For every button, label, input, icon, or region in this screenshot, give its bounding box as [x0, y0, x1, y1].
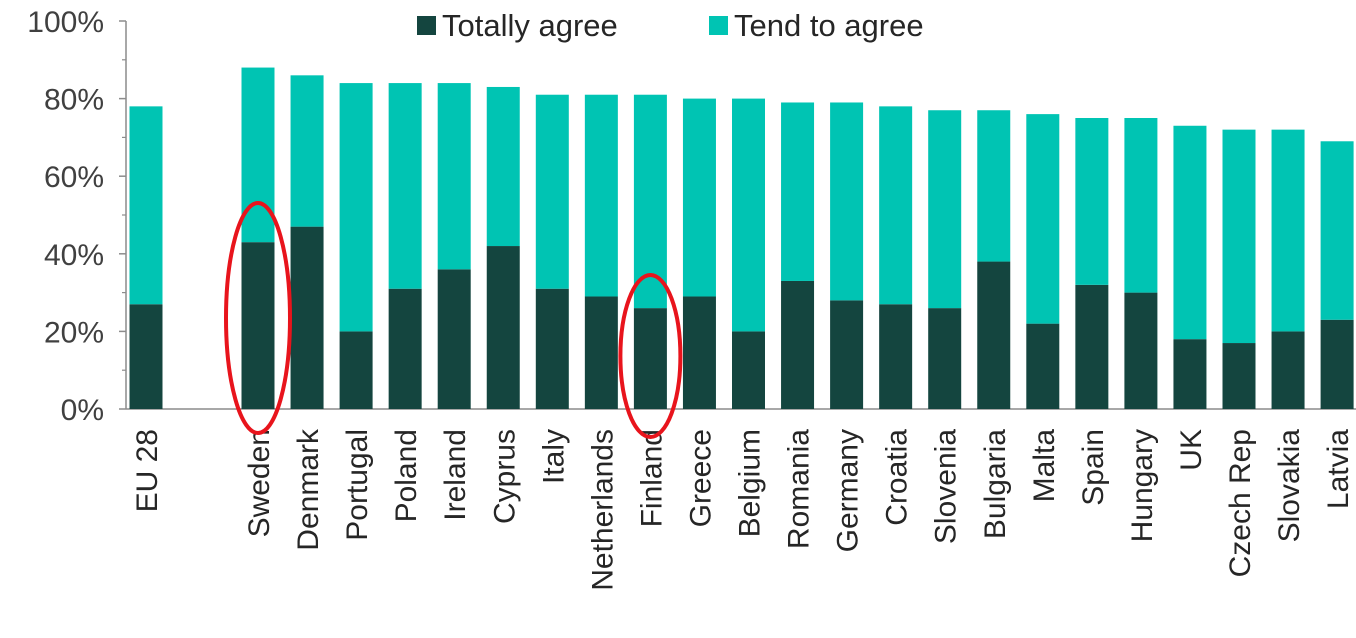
- y-tick-label: 20%: [44, 316, 104, 349]
- bar-segment-tend-to-agree: [388, 83, 422, 289]
- x-category-label: Romania: [783, 429, 816, 549]
- x-category-label: Hungary: [1126, 429, 1159, 542]
- x-category-label: UK: [1175, 429, 1208, 471]
- bar-segment-totally-agree: [928, 308, 962, 409]
- bar-segment-tend-to-agree: [1075, 118, 1109, 285]
- legend-swatch: [417, 16, 436, 35]
- x-category-label: Croatia: [881, 429, 914, 526]
- bar-segment-tend-to-agree: [781, 102, 815, 281]
- bar-segment-tend-to-agree: [241, 67, 275, 243]
- bar-segment-tend-to-agree: [1271, 129, 1305, 332]
- x-category-label: Poland: [390, 429, 423, 522]
- bar-segment-tend-to-agree: [584, 94, 618, 297]
- bar-segment-totally-agree: [129, 304, 163, 409]
- bar-segment-totally-agree: [339, 331, 373, 409]
- x-category-label: Malta: [1028, 429, 1061, 503]
- x-category-label: Denmark: [292, 428, 325, 551]
- bar-segment-totally-agree: [535, 288, 569, 409]
- bar-segment-totally-agree: [830, 300, 864, 409]
- highlight-ellipse-sweden: [224, 201, 292, 435]
- bar-segment-tend-to-agree: [535, 94, 569, 289]
- bar-segment-tend-to-agree: [633, 94, 667, 309]
- legend-swatch: [709, 16, 728, 35]
- bar-segment-tend-to-agree: [1124, 118, 1158, 293]
- bar-segment-totally-agree: [781, 280, 815, 409]
- x-category-label: Spain: [1077, 429, 1110, 506]
- x-category-label: Czech Rep: [1224, 429, 1257, 577]
- bar-segment-totally-agree: [584, 296, 618, 409]
- x-category-label: EU 28: [131, 429, 164, 512]
- x-category-label: Bulgaria: [979, 429, 1012, 539]
- x-category-label: Slovakia: [1273, 429, 1306, 543]
- x-category-label: Slovenia: [930, 429, 963, 544]
- bar-segment-totally-agree: [1075, 284, 1109, 409]
- bar-segment-tend-to-agree: [290, 75, 324, 227]
- bar-segment-totally-agree: [977, 261, 1011, 409]
- bar-segment-totally-agree: [1271, 331, 1305, 409]
- x-category-label: Ireland: [439, 429, 472, 521]
- bar-segment-tend-to-agree: [682, 98, 716, 297]
- bar-segment-tend-to-agree: [879, 106, 913, 305]
- bar-segment-totally-agree: [437, 269, 471, 409]
- bar-segment-tend-to-agree: [1173, 125, 1207, 340]
- y-tick-label: 0%: [61, 394, 104, 427]
- x-category-label: Latvia: [1322, 429, 1355, 509]
- bar-segment-totally-agree: [1026, 323, 1060, 409]
- y-tick-label: 100%: [27, 6, 104, 39]
- x-category-label: Finland: [635, 429, 668, 527]
- bar-segment-totally-agree: [732, 331, 765, 409]
- bar-segment-totally-agree: [879, 304, 913, 409]
- bar-segment-tend-to-agree: [732, 98, 765, 332]
- bar-segment-tend-to-agree: [1320, 141, 1354, 320]
- bar-segment-totally-agree: [1124, 292, 1158, 409]
- bar-segment-tend-to-agree: [830, 102, 864, 301]
- bar-segment-totally-agree: [1173, 339, 1207, 409]
- bar-segment-tend-to-agree: [486, 86, 520, 247]
- legend-label: Tend to agree: [734, 8, 924, 43]
- bar-segment-tend-to-agree: [1026, 114, 1060, 324]
- x-category-label: Portugal: [341, 429, 374, 541]
- y-tick-label: 40%: [44, 239, 104, 272]
- legend-label: Totally agree: [442, 8, 618, 43]
- bar-segment-totally-agree: [486, 246, 520, 409]
- bar-segment-tend-to-agree: [928, 110, 962, 309]
- x-category-label: Cyprus: [488, 429, 521, 524]
- bar-segment-tend-to-agree: [977, 110, 1011, 262]
- bar-segment-totally-agree: [388, 288, 422, 409]
- y-tick-label: 80%: [44, 84, 104, 117]
- bar-segment-totally-agree: [633, 308, 667, 409]
- bar-segment-tend-to-agree: [129, 106, 163, 305]
- x-category-label: Netherlands: [586, 429, 619, 591]
- y-tick-label: 60%: [44, 161, 104, 194]
- bar-segment-totally-agree: [290, 226, 324, 409]
- highlight-ellipse-finland: [618, 273, 683, 439]
- x-category-label: Italy: [537, 429, 570, 484]
- x-category-label: Germany: [832, 429, 865, 552]
- bar-segment-totally-agree: [241, 242, 275, 409]
- x-category-label: Greece: [685, 429, 718, 527]
- bar-segment-totally-agree: [1320, 319, 1354, 409]
- bar-segment-totally-agree: [1222, 343, 1256, 409]
- bar-segment-tend-to-agree: [437, 83, 471, 270]
- bar-segment-totally-agree: [682, 296, 716, 409]
- bar-segment-tend-to-agree: [339, 83, 373, 332]
- bar-segment-tend-to-agree: [1222, 129, 1256, 344]
- x-category-label: Sweden: [243, 429, 276, 537]
- x-category-label: Belgium: [734, 429, 767, 537]
